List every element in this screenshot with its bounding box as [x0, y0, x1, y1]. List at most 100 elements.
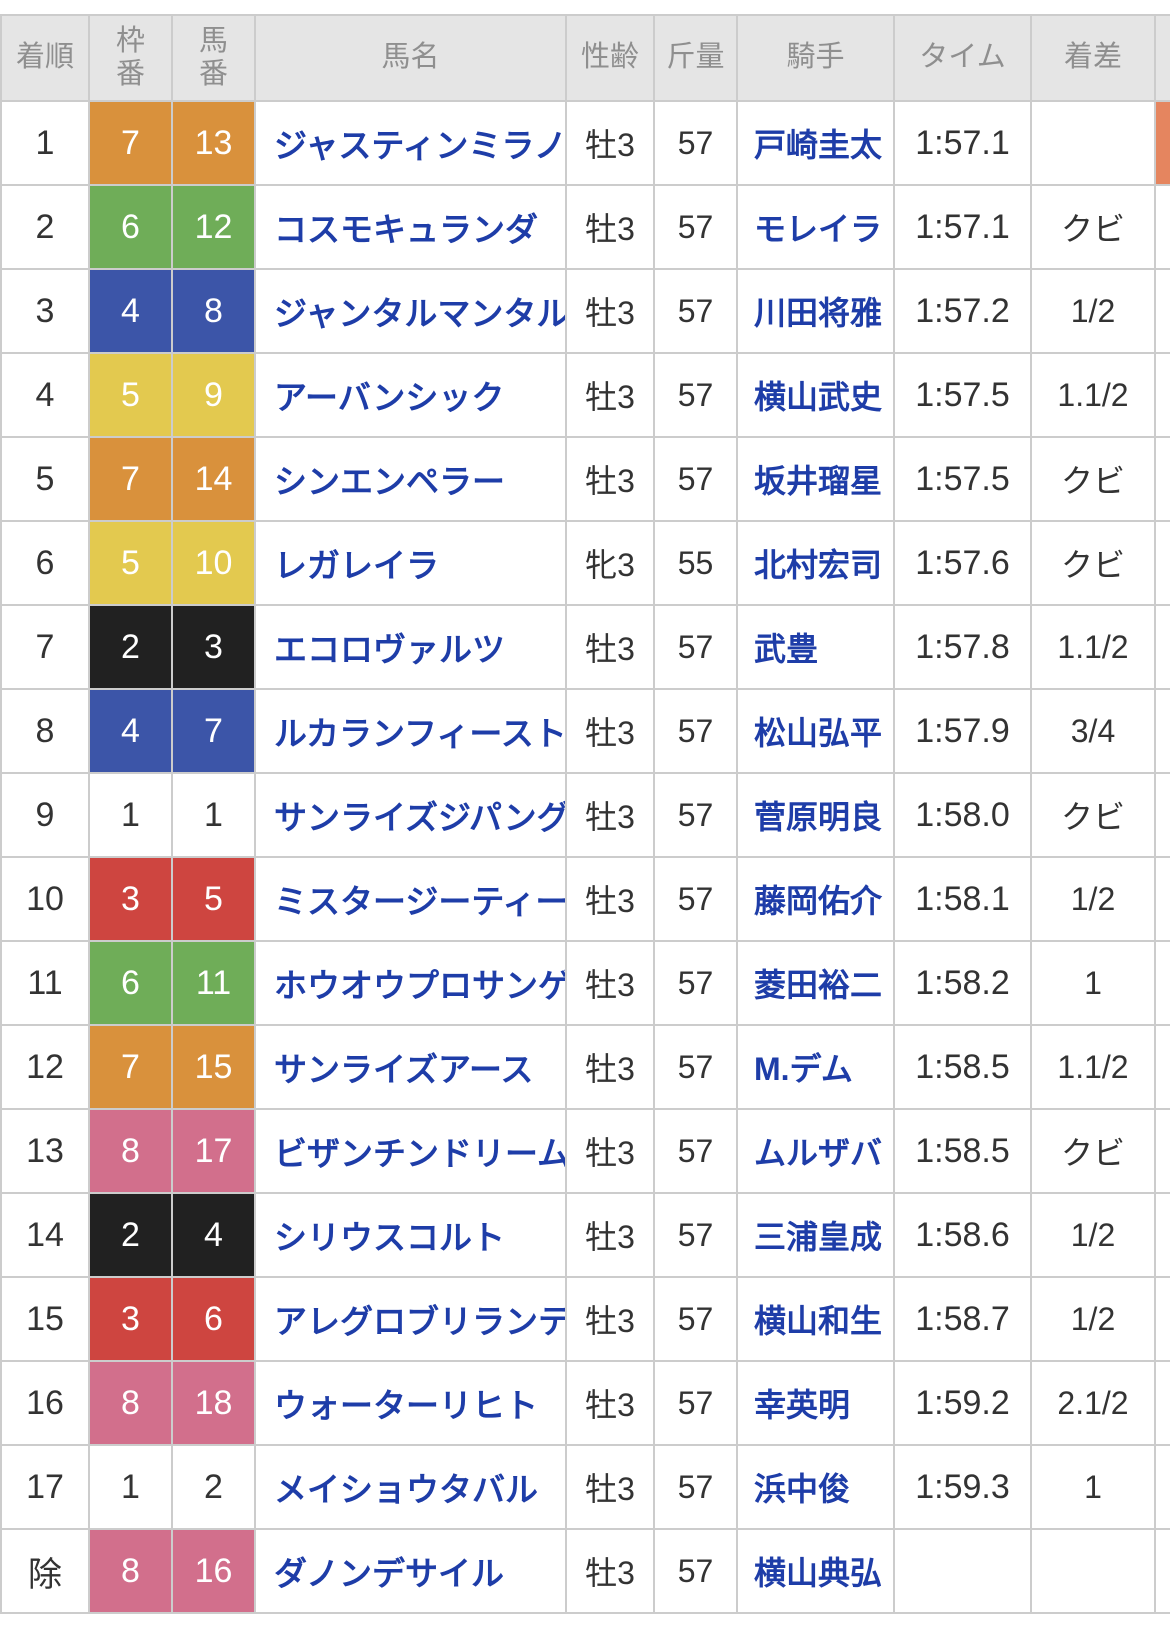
rank-cell: 17	[0, 1444, 90, 1530]
jockey-link[interactable]: 松山弘平	[754, 715, 883, 751]
horse-name-link[interactable]: コスモキュランダ	[274, 211, 538, 248]
jockey-cell: 幸英明	[736, 1360, 895, 1446]
sex-age-cell: 牡3	[565, 1108, 655, 1194]
jockey-link[interactable]: 坂井瑠星	[754, 463, 883, 499]
jockey-link[interactable]: M.デム	[754, 1051, 853, 1087]
time-cell: 1:57.1	[893, 100, 1032, 186]
result-row: 7 2 3 エコロヴァルツ 牡3 57 武豊 1:57.8 1.1/2	[0, 604, 1170, 690]
jockey-link[interactable]: モレイラ	[754, 211, 883, 247]
jockey-link[interactable]: ムルザバ	[754, 1135, 883, 1171]
jockey-link[interactable]: 戸崎圭太	[754, 127, 883, 163]
jockey-link[interactable]: 横山武史	[754, 379, 883, 415]
sex-age-cell: 牡3	[565, 184, 655, 270]
time-cell: 1:57.5	[893, 352, 1032, 438]
horse-number-cell: 12	[171, 184, 256, 270]
horse-name-link[interactable]: ウォーターリヒト	[274, 1387, 538, 1424]
horse-name-link[interactable]: サンライズアース	[274, 1051, 534, 1088]
extra-cell	[1154, 352, 1170, 438]
jockey-link[interactable]: 横山和生	[754, 1303, 883, 1339]
result-row: 14 2 4 シリウスコルト 牡3 57 三浦皇成 1:58.6 1/2	[0, 1192, 1170, 1278]
weight-cell: 57	[653, 352, 738, 438]
horse-name-cell: ミスタージーティー	[254, 856, 567, 942]
margin-cell: クビ	[1030, 772, 1156, 858]
horse-name-link[interactable]: ルカランフィースト	[274, 715, 566, 752]
horse-name-link[interactable]: シンエンペラー	[274, 463, 505, 500]
jockey-cell: 浜中俊	[736, 1444, 895, 1530]
sex-age-cell: 牡3	[565, 604, 655, 690]
sex-age-cell: 牡3	[565, 1360, 655, 1446]
sex-age-cell: 牝3	[565, 520, 655, 606]
margin-cell: クビ	[1030, 436, 1156, 522]
frame-number-cell: 1	[88, 1444, 173, 1530]
horse-name-link[interactable]: ミスタージーティー	[274, 883, 566, 920]
horse-name-cell: サンライズジパング	[254, 772, 567, 858]
header-row: 着順 枠 番 馬 番 馬名 性齢 斤量 騎手 タイム 着差	[0, 14, 1170, 102]
jockey-cell: 武豊	[736, 604, 895, 690]
jockey-link[interactable]: 浜中俊	[754, 1471, 851, 1507]
horse-name-link[interactable]: ダノンデサイル	[274, 1555, 505, 1592]
jockey-link[interactable]: 武豊	[754, 631, 819, 667]
rank-cell: 9	[0, 772, 90, 858]
horse-name-link[interactable]: エコロヴァルツ	[274, 631, 505, 668]
sex-age-cell: 牡3	[565, 100, 655, 186]
horse-number-cell: 7	[171, 688, 256, 774]
header-time: タイム	[893, 14, 1032, 102]
horse-name-link[interactable]: サンライズジパング	[274, 799, 566, 836]
time-cell: 1:57.1	[893, 184, 1032, 270]
header-frame: 枠 番	[88, 14, 173, 102]
time-cell: 1:58.0	[893, 772, 1032, 858]
horse-name-cell: コスモキュランダ	[254, 184, 567, 270]
margin-cell: 1.1/2	[1030, 352, 1156, 438]
rank-cell: 5	[0, 436, 90, 522]
horse-number-cell: 8	[171, 268, 256, 354]
result-row: 1 7 13 ジャスティンミラノ 牡3 57 戸崎圭太 1:57.1	[0, 100, 1170, 186]
horse-name-cell: レガレイラ	[254, 520, 567, 606]
rank-cell: 3	[0, 268, 90, 354]
horse-name-cell: ウォーターリヒト	[254, 1360, 567, 1446]
jockey-link[interactable]: 菱田裕二	[754, 967, 883, 1003]
rank-cell: 8	[0, 688, 90, 774]
rank-cell: 13	[0, 1108, 90, 1194]
horse-name-link[interactable]: レガレイラ	[274, 547, 439, 584]
frame-number-cell: 5	[88, 352, 173, 438]
header-horse-name: 馬名	[254, 14, 567, 102]
jockey-link[interactable]: 川田将雅	[754, 295, 883, 331]
frame-number-cell: 4	[88, 688, 173, 774]
header-sex-age: 性齢	[565, 14, 655, 102]
horse-name-link[interactable]: ホウオウプロサンゲ	[274, 967, 566, 1004]
jockey-link[interactable]: 幸英明	[754, 1387, 851, 1423]
rank-cell: 2	[0, 184, 90, 270]
margin-cell: クビ	[1030, 184, 1156, 270]
time-cell: 1:57.8	[893, 604, 1032, 690]
weight-cell: 55	[653, 520, 738, 606]
margin-cell: 1	[1030, 940, 1156, 1026]
horse-name-cell: サンライズアース	[254, 1024, 567, 1110]
extra-cell	[1154, 520, 1170, 606]
header-jockey: 騎手	[736, 14, 895, 102]
result-row: 11 6 11 ホウオウプロサンゲ 牡3 57 菱田裕二 1:58.2 1	[0, 940, 1170, 1026]
extra-cell	[1154, 1192, 1170, 1278]
weight-cell: 57	[653, 1108, 738, 1194]
horse-name-link[interactable]: アレグロブリランテ	[274, 1303, 566, 1340]
frame-number-cell: 6	[88, 184, 173, 270]
horse-name-link[interactable]: アーバンシック	[274, 379, 505, 416]
horse-name-link[interactable]: ビザンチンドリーム	[274, 1135, 566, 1172]
result-row: 6 5 10 レガレイラ 牝3 55 北村宏司 1:57.6 クビ	[0, 520, 1170, 606]
horse-name-link[interactable]: ジャスティンミラノ	[274, 127, 566, 164]
jockey-link[interactable]: 三浦皇成	[754, 1219, 883, 1255]
extra-cell	[1154, 856, 1170, 942]
weight-cell: 57	[653, 772, 738, 858]
weight-cell: 57	[653, 940, 738, 1026]
margin-cell	[1030, 1528, 1156, 1614]
horse-name-link[interactable]: シリウスコルト	[274, 1219, 505, 1256]
horse-number-cell: 15	[171, 1024, 256, 1110]
jockey-link[interactable]: 北村宏司	[754, 547, 883, 583]
jockey-link[interactable]: 菅原明良	[754, 799, 883, 835]
frame-number-cell: 2	[88, 604, 173, 690]
horse-name-link[interactable]: ジャンタルマンタル	[274, 295, 566, 332]
horse-name-cell: シンエンペラー	[254, 436, 567, 522]
jockey-link[interactable]: 藤岡佑介	[754, 883, 883, 919]
jockey-link[interactable]: 横山典弘	[754, 1555, 883, 1591]
horse-name-link[interactable]: メイショウタバル	[274, 1471, 538, 1508]
frame-number-cell: 8	[88, 1108, 173, 1194]
